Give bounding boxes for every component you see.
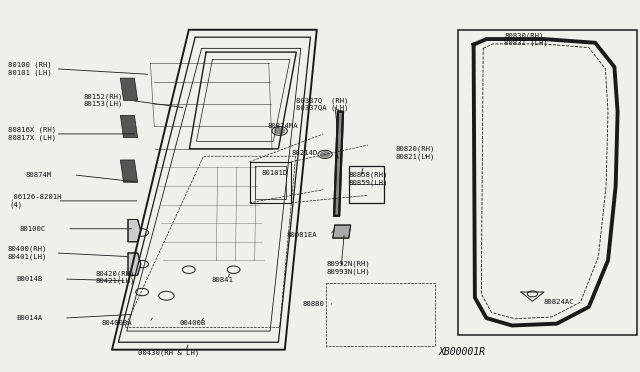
Text: 80874MA: 80874MA (268, 124, 298, 129)
Bar (458, 30, 637, 335)
Text: 80152(RH)
80153(LH): 80152(RH) 80153(LH) (83, 93, 123, 108)
Text: 80081EA: 80081EA (287, 232, 317, 238)
Text: 00430(RH & LH): 00430(RH & LH) (138, 349, 199, 356)
Circle shape (275, 128, 285, 134)
Polygon shape (333, 225, 351, 238)
Polygon shape (120, 115, 138, 138)
Text: 80337Q  (RH)
80337QA (LH): 80337Q (RH) 80337QA (LH) (296, 97, 348, 111)
Polygon shape (334, 112, 343, 216)
Text: 80824AC: 80824AC (544, 299, 575, 305)
Text: 80420(RH)
80421(LH): 80420(RH) 80421(LH) (96, 270, 136, 284)
Text: 80820(RH)
80821(LH): 80820(RH) 80821(LH) (396, 145, 435, 160)
Text: 80101D: 80101D (261, 170, 287, 176)
Text: 80400(RH)
80401(LH): 80400(RH) 80401(LH) (8, 246, 47, 260)
Text: 808B0: 808B0 (303, 301, 324, 307)
Text: 80400BA: 80400BA (101, 320, 132, 326)
Polygon shape (120, 78, 138, 100)
Text: B0014A: B0014A (16, 315, 42, 321)
Circle shape (321, 152, 330, 157)
Text: 80992N(RH)
80993N(LH): 80992N(RH) 80993N(LH) (326, 261, 370, 275)
Polygon shape (120, 160, 138, 182)
Text: 80830(RH)
80831 (LH): 80830(RH) 80831 (LH) (504, 32, 548, 46)
Text: ¸06126-8201H
(4): ¸06126-8201H (4) (10, 194, 62, 208)
Text: 00400B: 00400B (179, 320, 205, 326)
Text: XB00001R: XB00001R (438, 347, 485, 357)
Polygon shape (128, 219, 141, 242)
Text: 80100 (RH)
80101 (LH): 80100 (RH) 80101 (LH) (8, 62, 51, 76)
Text: 80874M: 80874M (26, 172, 52, 178)
Polygon shape (128, 253, 141, 275)
Text: 80841: 80841 (211, 277, 233, 283)
Text: 80858(RH)
80859(LH): 80858(RH) 80859(LH) (349, 171, 388, 186)
Text: B0014B: B0014B (16, 276, 42, 282)
Text: 80816X (RH)
80817X (LH): 80816X (RH) 80817X (LH) (8, 127, 56, 141)
Text: 80100C: 80100C (19, 226, 45, 232)
Text: 80214D: 80214D (291, 150, 317, 155)
